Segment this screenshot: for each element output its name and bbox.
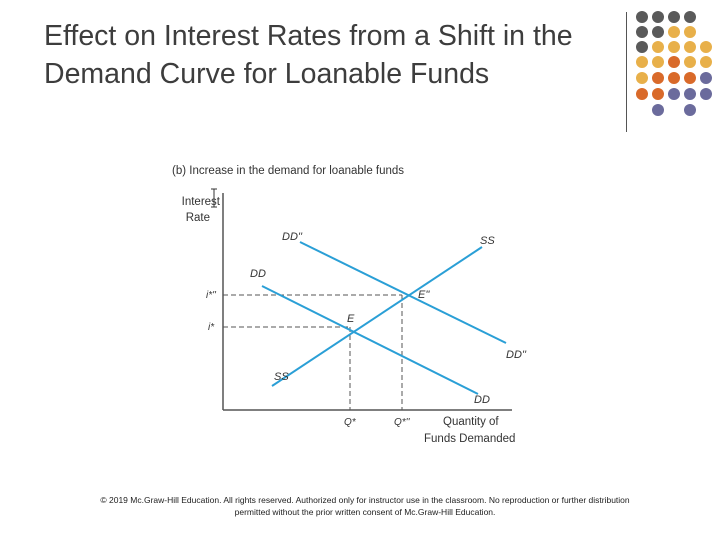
curve-label-dd: DD [250,268,266,280]
decor-dot [700,72,712,84]
decor-dot [636,11,648,23]
x-axis-label: Funds Demanded [424,433,515,445]
y-axis-label: Interest [182,196,221,208]
decor-dot [684,56,696,68]
x-axis-label: Quantity of [443,416,499,428]
decor-dot [668,72,680,84]
demand-curve-dd-new [299,241,507,344]
decor-dot [684,104,696,116]
interest-rate-tick-i: i* [208,322,215,333]
decor-dot [652,72,664,84]
supply-curve-ss [271,246,483,387]
equilibrium-label-e: E [347,313,355,325]
text-cursor-icon [211,188,217,208]
decor-dot [652,26,664,38]
curve-label-dd: DD [474,394,490,406]
decor-dot [668,41,680,53]
decor-dot [668,26,680,38]
curve-label-dd-new: DD'' [506,349,527,361]
decor-dot [652,88,664,100]
slide-title: Effect on Interest Rates from a Shift in… [44,20,573,90]
decor-dot [636,26,648,38]
equilibrium-label-e-new: E'' [418,289,430,301]
decor-dot [652,41,664,53]
decor-dot [652,11,664,23]
interest-rate-tick-i-new: i*'' [206,290,217,301]
decor-dot [700,88,712,100]
copyright-footer: © 2019 Mc.Graw-Hill Education. All right… [100,495,630,518]
decor-dot [684,26,696,38]
decor-dot [700,41,712,53]
decor-dot [636,56,648,68]
diagram-subtitle: (b) Increase in the demand for loanable … [172,165,404,177]
decor-dot [636,72,648,84]
title-divider [626,12,627,132]
curve-label-ss: SS [274,371,289,383]
decor-dot [652,56,664,68]
decor-dot [668,88,680,100]
decor-dot [636,88,648,100]
decor-dot [700,56,712,68]
quantity-tick-q-new: Q*'' [394,417,411,428]
decor-dot [684,11,696,23]
decor-dot [636,41,648,53]
decor-dot [684,72,696,84]
decor-dot [668,11,680,23]
curve-label-ss: SS [480,235,495,247]
decor-dot [668,56,680,68]
decor-dot [684,88,696,100]
y-axis-label: Rate [186,212,210,224]
decor-dot [652,104,664,116]
decor-dot [684,41,696,53]
quantity-tick-q: Q* [344,417,357,428]
curve-label-dd-new: DD'' [282,231,303,243]
demand-curve-dd [261,285,479,395]
